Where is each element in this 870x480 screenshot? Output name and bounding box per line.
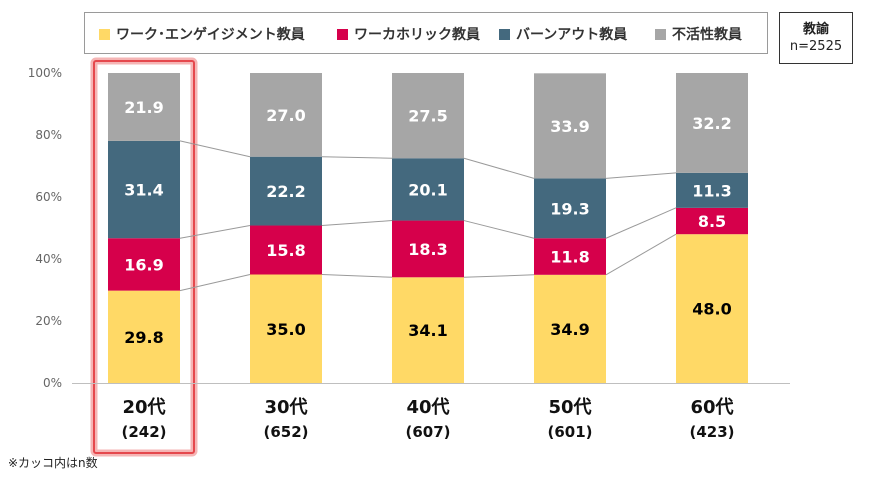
bar-segment <box>392 220 464 278</box>
bar-segment <box>392 73 464 159</box>
legend-swatch-burnout <box>499 28 510 40</box>
bar-segment <box>676 234 748 383</box>
bar-segment <box>108 290 180 383</box>
series-connector-line <box>321 156 393 159</box>
series-connector-line <box>605 172 677 179</box>
legend-label-workaholic: ワーカホリック教員 <box>354 27 480 43</box>
bar-segment <box>676 207 748 235</box>
data-label: 22.2 <box>266 182 305 201</box>
bar-segment <box>534 178 606 239</box>
category-count-label: (242) <box>121 423 166 441</box>
sample-title: 教諭 <box>802 22 829 37</box>
legend-swatch-inactive <box>655 28 666 40</box>
data-label: 32.2 <box>692 114 731 133</box>
bar-segment <box>250 274 322 383</box>
legend-item-burnout: バーンアウト教員 <box>499 24 627 44</box>
category-label: 30代 <box>264 397 307 418</box>
data-label: 33.9 <box>550 117 589 136</box>
data-label: 19.3 <box>550 199 589 218</box>
bar-segment <box>250 225 322 275</box>
legend-swatch-workaholic <box>337 28 348 40</box>
bar-segment <box>250 156 322 226</box>
legend-item-inactive: 不活性教員 <box>655 24 742 44</box>
bar-segment <box>534 238 606 275</box>
y-tick-label: 0% <box>43 376 62 390</box>
data-label: 8.5 <box>698 212 726 231</box>
data-label: 29.8 <box>124 328 163 347</box>
category-count-label: (607) <box>405 423 450 441</box>
y-tick-label: 80% <box>35 128 62 142</box>
data-label: 27.5 <box>408 107 447 126</box>
data-label: 31.4 <box>124 181 163 200</box>
series-connector-line <box>463 220 535 239</box>
data-label: 11.3 <box>692 181 731 200</box>
legend-item-workaholic: ワーカホリック教員 <box>337 24 480 44</box>
category-label: 40代 <box>406 397 449 418</box>
series-connector-line <box>605 207 677 239</box>
bar-segment <box>250 73 322 157</box>
legend: ワーク･エンゲイジメント教員 ワーカホリック教員 バーンアウト教員 不活性教員 <box>84 12 768 54</box>
series-connector-line <box>179 274 251 292</box>
series-connector-line <box>179 225 251 239</box>
category-count-label: (423) <box>689 423 734 441</box>
data-label: 35.0 <box>266 320 305 339</box>
category-label: 60代 <box>690 397 733 418</box>
series-connector-line <box>321 274 393 278</box>
y-tick-label: 20% <box>35 314 62 328</box>
series-connector-line <box>179 140 251 158</box>
legend-label-engagement: ワーク･エンゲイジメント教員 <box>116 27 305 43</box>
series-connector-line <box>605 233 677 276</box>
bar-segment <box>108 140 180 239</box>
data-label: 18.3 <box>408 240 447 259</box>
data-label: 34.1 <box>408 321 447 340</box>
category-count-label: (601) <box>547 423 592 441</box>
y-tick-label: 100% <box>28 66 62 80</box>
data-label: 15.8 <box>266 241 305 260</box>
bar-segment <box>534 73 606 179</box>
bar-segment <box>108 73 180 141</box>
footnote: ※カッコ内はn数 <box>8 456 98 470</box>
category-count-label: (652) <box>263 423 308 441</box>
sample-count: n=2525 <box>789 39 843 54</box>
series-connector-line <box>463 274 535 278</box>
bar-segment <box>676 172 748 208</box>
highlight-box <box>93 60 195 454</box>
data-label: 20.1 <box>408 180 447 199</box>
data-label: 48.0 <box>692 300 731 319</box>
data-label: 27.0 <box>266 106 305 125</box>
series-connector-line <box>463 157 535 179</box>
y-tick-label: 40% <box>35 252 62 266</box>
data-label: 11.8 <box>550 248 589 267</box>
legend-swatch-engagement <box>99 28 110 40</box>
data-label: 21.9 <box>124 98 163 117</box>
category-label: 20代 <box>122 397 165 418</box>
category-label: 50代 <box>548 397 591 418</box>
bar-segment <box>392 158 464 221</box>
data-label: 34.9 <box>550 320 589 339</box>
bar-segment <box>392 277 464 383</box>
data-label: 16.9 <box>124 255 163 274</box>
bar-segment <box>534 274 606 383</box>
sample-info-box: 教諭 n=2525 <box>779 12 853 64</box>
legend-item-engagement: ワーク･エンゲイジメント教員 <box>99 24 305 44</box>
y-tick-label: 60% <box>35 190 62 204</box>
bar-segment <box>108 238 180 291</box>
legend-label-inactive: 不活性教員 <box>672 27 742 43</box>
legend-label-burnout: バーンアウト教員 <box>516 27 628 43</box>
series-connector-line <box>321 220 393 227</box>
bar-segment <box>676 73 748 173</box>
